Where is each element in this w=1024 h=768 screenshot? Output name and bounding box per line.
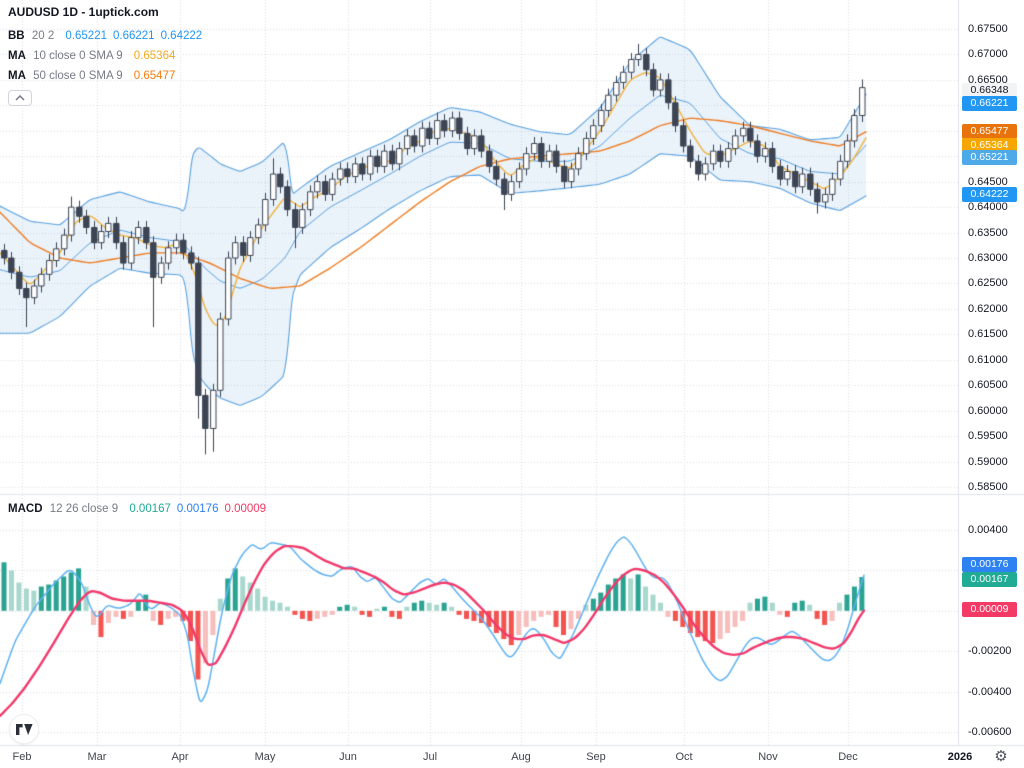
price-tag: 0.65364 bbox=[962, 137, 1017, 153]
month-label: Apr bbox=[171, 751, 189, 763]
macd-axis-tick: -0.00600 bbox=[968, 726, 1012, 738]
bb-value: 0.66221 bbox=[113, 30, 155, 42]
main-legend: AUDUSD 1D - 1uptick.com BB 20 2 0.65221 0… bbox=[8, 5, 208, 106]
indicator-ma10-name: MA bbox=[8, 50, 26, 62]
macd-tag: 0.00167 bbox=[962, 571, 1017, 587]
month-label: Jun bbox=[339, 751, 357, 763]
month-label: Mar bbox=[87, 751, 107, 763]
price-axis-tick: 0.60000 bbox=[968, 404, 1008, 417]
price-tag: 0.65221 bbox=[962, 149, 1017, 165]
price-axis-tick: 0.61500 bbox=[968, 328, 1008, 341]
indicator-bb-params: 20 2 bbox=[31, 30, 55, 42]
price-tag: 0.66221 bbox=[962, 95, 1017, 111]
price-axis-tick: 0.64500 bbox=[968, 175, 1008, 188]
macd-axis-tick: -0.00200 bbox=[968, 645, 1012, 658]
indicator-ma50-params: 50 close 0 SMA 9 bbox=[33, 70, 123, 82]
price-axis-tick: 0.61000 bbox=[968, 353, 1008, 366]
macd-axis-tick: 0.00400 bbox=[968, 524, 1008, 536]
price-tag: 0.64222 bbox=[962, 186, 1017, 202]
legend-collapse-button[interactable] bbox=[8, 90, 32, 106]
macd-tag: 0.00009 bbox=[962, 601, 1017, 617]
price-axis-tick: 0.63500 bbox=[968, 226, 1008, 239]
indicator-bb-name: BB bbox=[8, 30, 25, 42]
month-label: Oct bbox=[675, 751, 693, 763]
macd-tag: 0.00176 bbox=[962, 556, 1017, 572]
price-axis-tick: 0.58500 bbox=[968, 481, 1008, 493]
price-axis-tick: 0.62500 bbox=[968, 277, 1008, 290]
symbol-title[interactable]: AUDUSD 1D - 1uptick.com bbox=[8, 5, 159, 19]
price-axis-tick: 0.59500 bbox=[968, 430, 1008, 443]
indicator-ma50-name: MA bbox=[8, 70, 26, 82]
price-axis-tick: 0.62000 bbox=[968, 302, 1008, 315]
month-label: Jul bbox=[422, 751, 438, 763]
price-axis-tick: 0.67000 bbox=[968, 48, 1008, 61]
month-label: Aug bbox=[511, 751, 531, 763]
macd-value: 0.00176 bbox=[176, 503, 219, 515]
macd-axis-tick: -0.00400 bbox=[968, 685, 1012, 698]
indicator-macd-name: MACD bbox=[8, 503, 43, 515]
indicator-macd-params: 12 26 close 9 bbox=[49, 503, 119, 515]
month-label: Nov bbox=[758, 751, 778, 763]
price-tag: 0.66348 bbox=[962, 82, 1017, 98]
price-axis-tick: 0.59000 bbox=[968, 455, 1008, 468]
macd-value: 0.00009 bbox=[224, 503, 267, 515]
indicator-ma50-value: 0.65477 bbox=[133, 70, 176, 82]
indicator-bb[interactable]: BB 20 2 0.65221 0.66221 0.64222 bbox=[8, 26, 208, 46]
settings-gear-icon[interactable]: ⚙ bbox=[994, 748, 1008, 765]
chevron-up-icon bbox=[15, 95, 25, 101]
indicator-ma10[interactable]: MA 10 close 0 SMA 9 0.65364 bbox=[8, 46, 208, 66]
indicator-ma10-params: 10 close 0 SMA 9 bbox=[33, 50, 123, 62]
month-label: Dec bbox=[838, 751, 858, 763]
indicator-ma10-value: 0.65364 bbox=[133, 50, 176, 62]
month-label: May bbox=[254, 751, 276, 763]
price-tag: 0.65477 bbox=[962, 123, 1017, 139]
year-label: 2026 bbox=[947, 751, 973, 763]
month-label: Feb bbox=[12, 751, 32, 763]
price-axis-tick: 0.64000 bbox=[968, 201, 1008, 214]
macd-value: 0.00167 bbox=[129, 503, 171, 515]
month-label: Sep bbox=[586, 751, 606, 763]
price-axis-tick: 0.67500 bbox=[968, 23, 1008, 35]
indicator-macd[interactable]: MACD 12 26 close 9 0.00167 0.00176 0.00009 bbox=[8, 501, 272, 517]
bb-value: 0.65221 bbox=[65, 30, 107, 42]
price-axis-tick: 0.60500 bbox=[968, 379, 1008, 392]
price-axis-tick: 0.63000 bbox=[968, 252, 1008, 264]
tradingview-logo-icon bbox=[15, 723, 33, 735]
indicator-ma50[interactable]: MA 50 close 0 SMA 9 0.65477 bbox=[8, 66, 208, 86]
tradingview-logo[interactable] bbox=[9, 714, 39, 744]
bb-value: 0.64222 bbox=[160, 30, 203, 42]
